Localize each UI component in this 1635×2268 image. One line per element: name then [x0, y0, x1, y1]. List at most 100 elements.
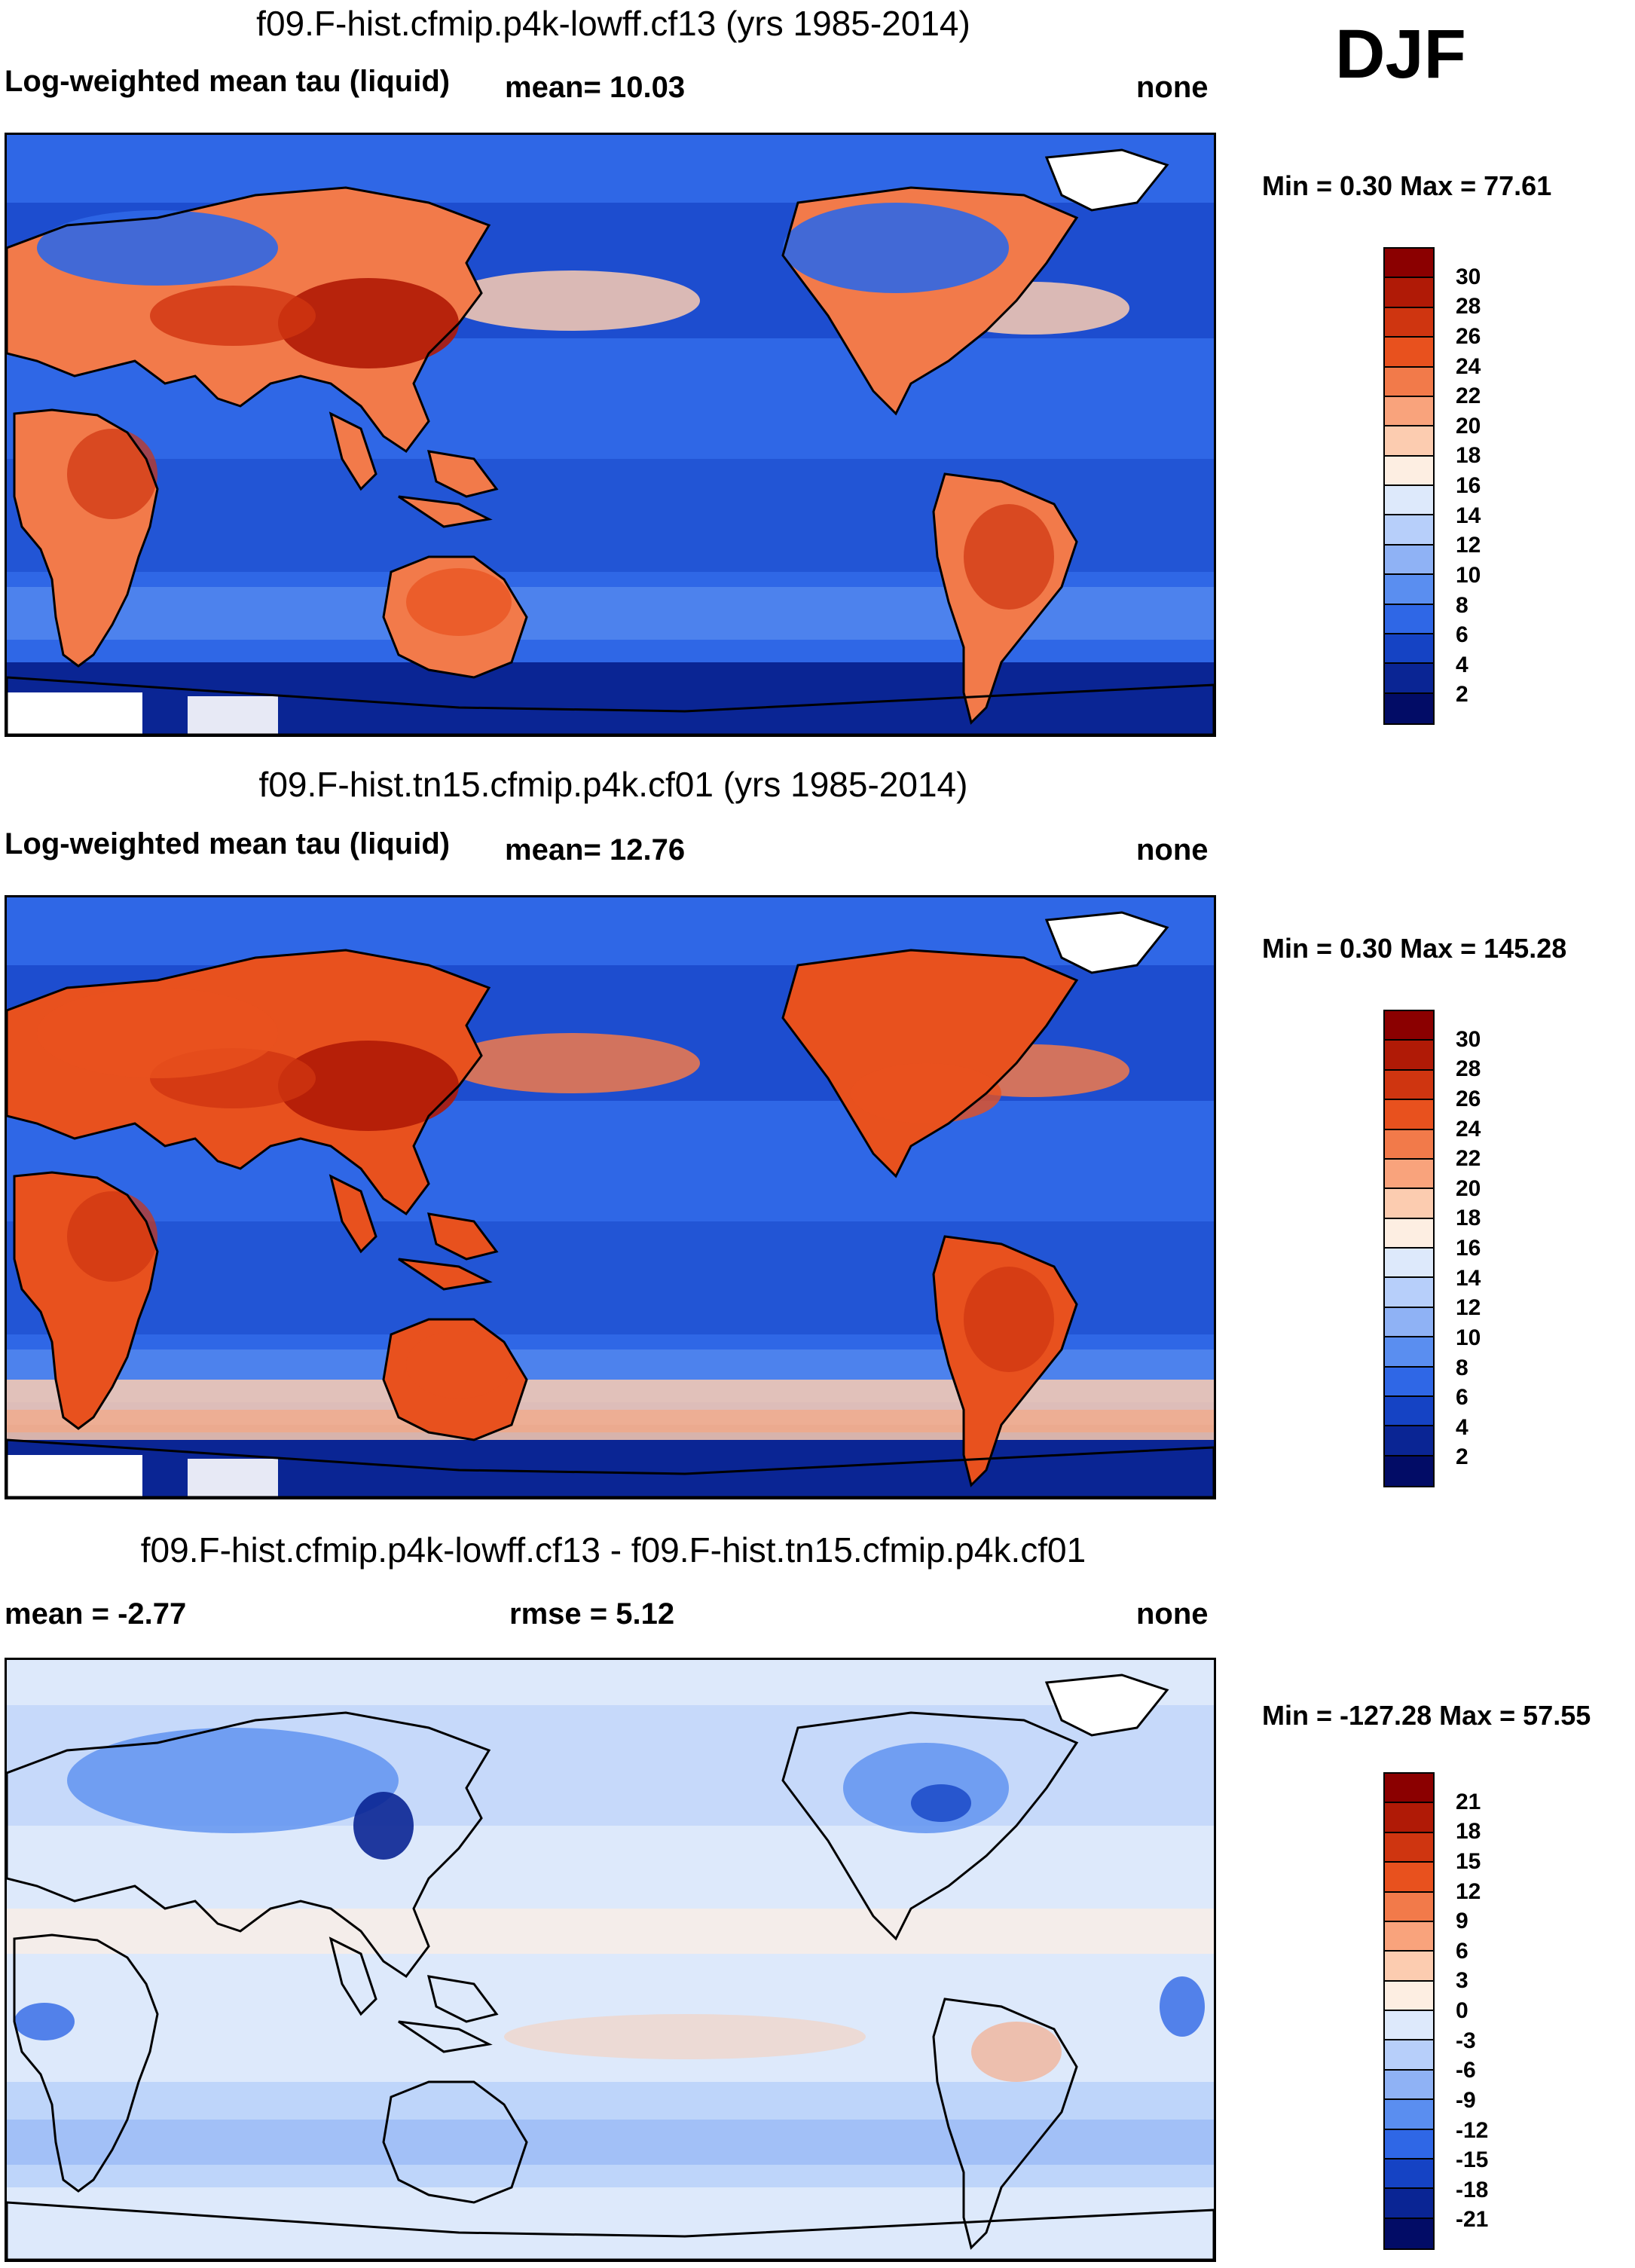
colorbar-cell: [1385, 1159, 1433, 1190]
colorbar-cell: [1385, 1892, 1433, 1922]
colorbar-tick-label: 20: [1456, 413, 1481, 439]
panel-1-minmax: Min = 0.30 Max = 77.61: [1262, 170, 1552, 201]
colorbar-tick-label: 12: [1456, 533, 1481, 558]
landmass-greenland: [1047, 150, 1167, 210]
colorbar-tick-label: 2: [1456, 1444, 1468, 1470]
colorbar-cell: [1385, 1129, 1433, 1160]
field-band: [188, 696, 278, 735]
panel-3-map: [5, 1658, 1216, 2262]
coastline-greenland: [1044, 1673, 1169, 1737]
colorbar-tick-label: 12: [1456, 1878, 1481, 1904]
colorbar-cell: [1385, 2011, 1433, 2041]
coastline-greenland: [1044, 148, 1169, 212]
coastline-samerica: [932, 472, 1078, 725]
colorbar-cell: [1385, 1337, 1433, 1368]
field-band: [7, 1455, 142, 1497]
coastline-seasia: [329, 1174, 499, 1291]
coastline-namerica: [781, 1711, 1079, 1941]
field-patch: [964, 504, 1054, 610]
colorbar-cell: [1385, 2159, 1433, 2190]
panel-1-units-label: none: [1136, 71, 1209, 104]
colorbar-tick-label: 14: [1456, 503, 1481, 528]
field-patch: [150, 286, 316, 346]
colorbar-cell: [1385, 1456, 1433, 1486]
colorbar-tick-label: 20: [1456, 1175, 1481, 1201]
panel-1-mean-label: mean= 10.03: [505, 71, 686, 104]
colorbar-cell: [1385, 1863, 1433, 1893]
field-patch: [37, 988, 278, 1078]
field-patch: [911, 1784, 971, 1822]
field-patch: [278, 278, 459, 368]
colorbar-cell: [1385, 456, 1433, 486]
field-patch: [406, 1331, 512, 1398]
landmass-greenland: [1047, 912, 1167, 973]
field-patch: [406, 568, 512, 636]
field-patch: [504, 2014, 866, 2059]
colorbar-cell: [1385, 604, 1433, 634]
colorbar-tick-label: 10: [1456, 562, 1481, 588]
colorbar-tick-label: 4: [1456, 1414, 1468, 1440]
panel-2-title: f09.F-hist.tn15.cfmip.p4k.cf01 (yrs 1985…: [258, 765, 968, 804]
panel-1-title: f09.F-hist.cfmip.p4k-lowff.cf13 (yrs 198…: [256, 4, 970, 43]
coastline-samerica: [932, 1997, 1078, 2250]
colorbar-tick-label: 22: [1456, 1146, 1481, 1172]
field-patch: [444, 271, 700, 331]
panel-1-variable-label: Log-weighted mean tau (liquid): [5, 65, 451, 98]
colorbar-cell: [1385, 1041, 1433, 1071]
colorbar-tick-label: 9: [1456, 1909, 1468, 1934]
colorbar-cell: [1385, 664, 1433, 694]
colorbar-cell: [1385, 1070, 1433, 1101]
colorbar-cell: [1385, 278, 1433, 308]
colorbar-cell: [1385, 1803, 1433, 1833]
colorbar-tick-label: 24: [1456, 1116, 1481, 1142]
colorbar-cell: [1385, 486, 1433, 516]
colorbar-cell: [1385, 693, 1433, 723]
colorbar-cell: [1385, 634, 1433, 665]
map-field: [7, 1660, 1214, 2260]
colorbar-tick-label: 18: [1456, 1206, 1481, 1231]
colorbar-cell: [1385, 545, 1433, 576]
colorbar-tick-label: -9: [1456, 2087, 1476, 2113]
colorbar-tick-label: 12: [1456, 1295, 1481, 1321]
map-field: [7, 135, 1214, 735]
colorbar-tick-label: 28: [1456, 1056, 1481, 1082]
coastline-australia: [382, 1318, 528, 1441]
field-patch: [278, 1041, 459, 1131]
colorbar-tick-label: 14: [1456, 1265, 1481, 1291]
colorbar-tick-label: -6: [1456, 2058, 1476, 2083]
colorbar-cell: [1385, 2070, 1433, 2101]
panel-2-units-label: none: [1136, 833, 1209, 867]
colorbar-cell: [1385, 338, 1433, 368]
field-patch: [14, 2003, 75, 2040]
colorbar-tick-label: 26: [1456, 1086, 1481, 1111]
colorbar-tick-label: 2: [1456, 682, 1468, 708]
panel-3-units-label: none: [1136, 1597, 1209, 1631]
colorbar-cell: [1385, 2189, 1433, 2219]
colorbar-tick-label: 4: [1456, 652, 1468, 677]
colorbar-cell: [1385, 1100, 1433, 1130]
colorbar-cell: [1385, 426, 1433, 457]
colorbar-cell: [1385, 1396, 1433, 1427]
landmass-namerica: [783, 950, 1077, 1176]
colorbar-tick-label: 3: [1456, 1968, 1468, 1994]
colorbar-tick-label: -15: [1456, 2147, 1489, 2173]
coastline-seasia: [329, 411, 499, 528]
colorbar-cell: [1385, 367, 1433, 397]
landmass-greenland: [1047, 1675, 1167, 1735]
colorbar-tick-label: 0: [1456, 1998, 1468, 2023]
panel-2-colorbar: [1383, 1010, 1435, 1487]
colorbar-cell: [1385, 1189, 1433, 1219]
field-patch: [353, 1792, 414, 1860]
colorbar-tick-label: 26: [1456, 323, 1481, 349]
field-patch: [67, 1191, 157, 1282]
colorbar-tick-label: 22: [1456, 384, 1481, 409]
coastline-namerica: [781, 186, 1079, 416]
colorbar-cell: [1385, 1832, 1433, 1863]
panel-3-title: f09.F-hist.cfmip.p4k-lowff.cf13 - f09.F-…: [140, 1530, 1086, 1570]
colorbar-cell: [1385, 2100, 1433, 2130]
panel-2-variable-label: Log-weighted mean tau (liquid): [5, 827, 451, 860]
field-patch: [67, 1728, 399, 1833]
colorbar-tick-label: 18: [1456, 1819, 1481, 1845]
colorbar-tick-label: 16: [1456, 473, 1481, 498]
coastline-antarctica: [7, 676, 1214, 735]
